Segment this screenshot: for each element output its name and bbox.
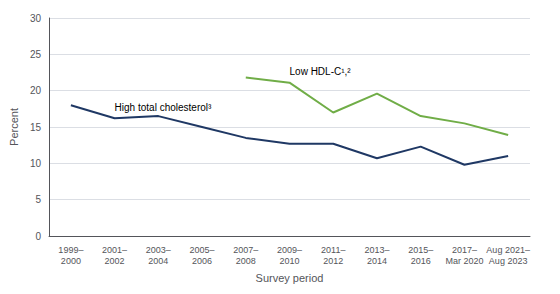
svg-text:2005–: 2005– (190, 245, 215, 255)
svg-text:30: 30 (30, 13, 42, 24)
svg-text:2010: 2010 (279, 256, 299, 266)
svg-text:Mar 2020: Mar 2020 (445, 256, 483, 266)
svg-text:2015–: 2015– (408, 245, 433, 255)
svg-text:Aug 2021–: Aug 2021– (486, 245, 530, 255)
svg-text:2008: 2008 (236, 256, 256, 266)
svg-text:High total cholesterol³: High total cholesterol³ (115, 102, 212, 113)
svg-text:2013–: 2013– (364, 245, 389, 255)
svg-text:Aug 2023: Aug 2023 (489, 256, 528, 266)
svg-text:5: 5 (35, 194, 41, 205)
svg-text:15: 15 (30, 122, 42, 133)
svg-text:2017–: 2017– (452, 245, 477, 255)
svg-text:10: 10 (30, 158, 42, 169)
svg-text:1999–: 1999– (58, 245, 83, 255)
svg-text:2014: 2014 (367, 256, 387, 266)
svg-text:25: 25 (30, 49, 42, 60)
svg-text:2011–: 2011– (321, 245, 345, 255)
svg-text:Percent: Percent (8, 108, 20, 146)
svg-text:2016: 2016 (411, 256, 431, 266)
svg-text:2000: 2000 (61, 256, 81, 266)
svg-text:2002: 2002 (105, 256, 125, 266)
svg-text:2007–: 2007– (233, 245, 258, 255)
svg-text:Low HDL-C¹,²: Low HDL-C¹,² (290, 66, 352, 77)
svg-text:2003–: 2003– (146, 245, 171, 255)
svg-text:2012: 2012 (323, 256, 343, 266)
svg-text:2006: 2006 (192, 256, 212, 266)
svg-text:0: 0 (35, 231, 41, 242)
svg-text:2004: 2004 (148, 256, 168, 266)
svg-text:Survey period: Survey period (256, 272, 324, 284)
svg-text:20: 20 (30, 85, 42, 96)
svg-text:2009–: 2009– (277, 245, 302, 255)
svg-text:2001–: 2001– (102, 245, 127, 255)
